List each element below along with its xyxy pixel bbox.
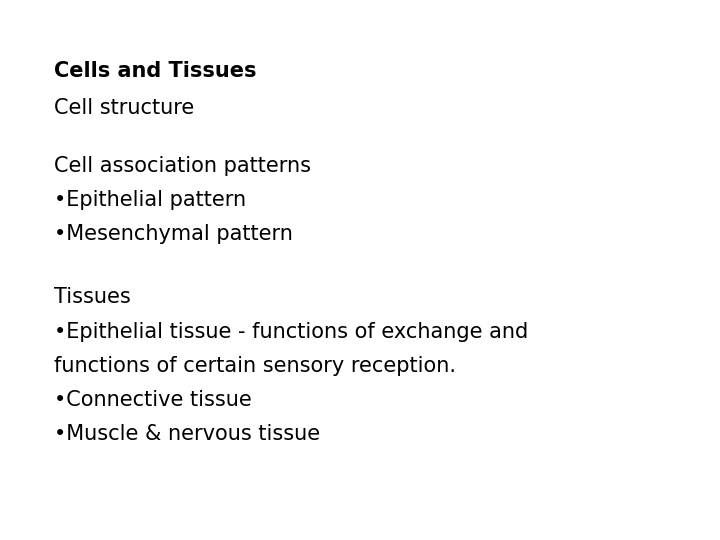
- Text: Cell association patterns: Cell association patterns: [54, 156, 311, 176]
- Text: functions of certain sensory reception.: functions of certain sensory reception.: [54, 356, 456, 376]
- Text: •Epithelial tissue - functions of exchange and: •Epithelial tissue - functions of exchan…: [54, 322, 528, 342]
- Text: Tissues: Tissues: [54, 287, 131, 307]
- Text: Cells and Tissues: Cells and Tissues: [54, 61, 256, 82]
- Text: •Muscle & nervous tissue: •Muscle & nervous tissue: [54, 424, 320, 444]
- Text: •Mesenchymal pattern: •Mesenchymal pattern: [54, 224, 293, 244]
- Text: Cell structure: Cell structure: [54, 98, 194, 118]
- Text: •Epithelial pattern: •Epithelial pattern: [54, 190, 246, 210]
- Text: •Connective tissue: •Connective tissue: [54, 390, 252, 410]
